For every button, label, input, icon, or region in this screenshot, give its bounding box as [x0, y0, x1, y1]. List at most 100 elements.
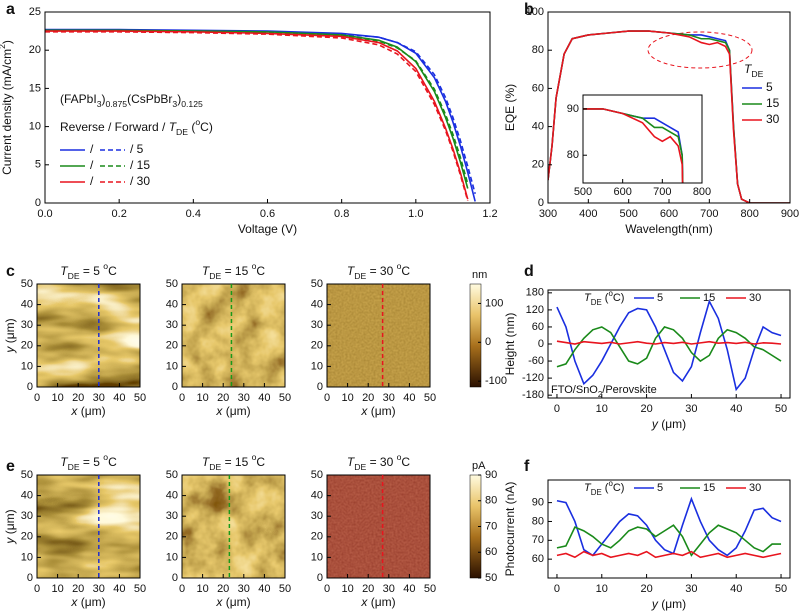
text-part: DE — [209, 462, 221, 472]
panel-title: TDE = 30 oC — [347, 261, 410, 281]
x-tick-label: 20 — [362, 583, 374, 595]
text-part: T — [584, 292, 592, 304]
text-part: o — [397, 452, 402, 462]
y-tick-label: 50 — [166, 278, 178, 290]
text-part: DE — [176, 127, 188, 137]
y-tick-label: 10 — [166, 360, 178, 372]
x-tick-label: 40 — [113, 583, 125, 595]
y-tick-label: 40 — [166, 490, 178, 502]
x-tick-label: 30 — [383, 392, 395, 404]
x-tick-label: 20 — [72, 583, 84, 595]
text-part: T — [202, 455, 211, 469]
y-tick-label: 20 — [29, 44, 41, 56]
x-axis-label: Voltage (V) — [238, 222, 297, 236]
x-tick-label: 10 — [196, 392, 208, 404]
colorbar — [469, 283, 482, 388]
x-tick-label: 10 — [341, 583, 353, 595]
highlight-ellipse — [647, 31, 753, 69]
y-tick-label: -120 — [522, 372, 544, 384]
text-part: 0.875 — [105, 99, 127, 109]
x-tick-label: 40 — [730, 583, 742, 595]
text-part: DE — [354, 271, 366, 281]
series-line — [548, 30, 790, 203]
series-line — [556, 340, 782, 345]
legend-label: 15 — [766, 96, 780, 110]
text-part: (μm) — [77, 404, 105, 418]
panel-label: f — [524, 458, 530, 475]
y-tick-label: 30 — [21, 510, 33, 522]
y-tick-label: 40 — [311, 490, 323, 502]
text-part: DE — [591, 488, 602, 497]
text-part: Wavelength(nm) — [625, 222, 713, 236]
y-tick-label: 90 — [532, 497, 544, 509]
x-tick-label: 40 — [258, 583, 270, 595]
y-tick-label: 20 — [532, 159, 544, 171]
series-line — [556, 496, 782, 557]
x-tick-label: 30 — [93, 583, 105, 595]
text-part: DE — [68, 462, 80, 472]
pc-image — [182, 475, 285, 578]
y-tick-label: 50 — [311, 278, 323, 290]
series-line — [45, 31, 469, 201]
y-axis-label: EQE (%) — [503, 84, 517, 131]
y-tick-label: 180 — [526, 287, 544, 299]
text-part: 3 — [172, 99, 177, 109]
y-tick-label: 20 — [311, 531, 323, 543]
x-tick-label: 50 — [424, 583, 436, 595]
x-tick-label: 20 — [640, 403, 652, 415]
text-part: o — [252, 261, 257, 271]
legend-label: 30 — [749, 292, 761, 304]
y-tick-label: 10 — [21, 360, 33, 372]
panel-label: a — [6, 1, 15, 18]
series-line — [45, 30, 476, 195]
x-tick-label: 500 — [574, 186, 592, 198]
text-part: DE — [68, 271, 80, 281]
annotation: FTO/SnO2/Perovskite — [551, 384, 657, 399]
text-part: (μm) — [3, 509, 17, 537]
text-part: C) — [613, 482, 625, 494]
legend-label: 15 — [703, 482, 715, 494]
text-part: C) — [200, 120, 213, 134]
x-tick-label: 600 — [660, 208, 678, 220]
panel-title: TDE = 15 oC — [202, 261, 265, 281]
legend-label: / — [90, 142, 94, 156]
text-part: o — [195, 117, 200, 127]
x-axis-label: x (μm) — [70, 595, 105, 609]
text-part: T — [169, 120, 178, 134]
legend-label: 5 — [657, 292, 663, 304]
x-axis-label: x (μm) — [215, 404, 250, 418]
x-tick-label: 0.8 — [334, 208, 349, 220]
x-tick-label: 400 — [579, 208, 597, 220]
x-tick-label: 500 — [619, 208, 637, 220]
colorbar-unit: nm — [472, 269, 487, 281]
text-part: (CsPbBr — [127, 92, 172, 106]
text-part: EQE (%) — [503, 84, 517, 131]
legend-label: 5 — [766, 80, 773, 94]
text-part: DE — [591, 298, 602, 307]
series-line — [556, 524, 782, 557]
colorbar-tick-label: 100 — [485, 297, 503, 309]
panel-label: b — [524, 1, 534, 18]
text-part: T — [202, 264, 211, 278]
text-part: o — [608, 479, 613, 488]
x-tick-label: 0.4 — [186, 208, 201, 220]
y-tick-label: 60 — [532, 82, 544, 94]
x-tick-label: 0 — [179, 392, 185, 404]
plot-frame — [36, 283, 141, 388]
text-part: (μm) — [3, 318, 17, 346]
y-tick-label: 100 — [526, 6, 544, 18]
x-tick-label: 30 — [238, 583, 250, 595]
x-tick-label: 30 — [383, 583, 395, 595]
x-tick-label: 50 — [424, 392, 436, 404]
text-part: x — [70, 595, 78, 609]
x-axis-label: Wavelength(nm) — [625, 222, 713, 236]
text-part: T — [744, 62, 753, 76]
legend-label: / — [90, 158, 94, 172]
x-tick-label: 40 — [113, 392, 125, 404]
colorbar-tick-label: 90 — [485, 469, 497, 481]
y-tick-label: 30 — [21, 319, 33, 331]
text-part: 2 — [598, 390, 602, 399]
y-tick-label: 80 — [532, 44, 544, 56]
x-tick-label: 0 — [179, 583, 185, 595]
panel-title: TDE = 5 oC — [60, 452, 117, 472]
